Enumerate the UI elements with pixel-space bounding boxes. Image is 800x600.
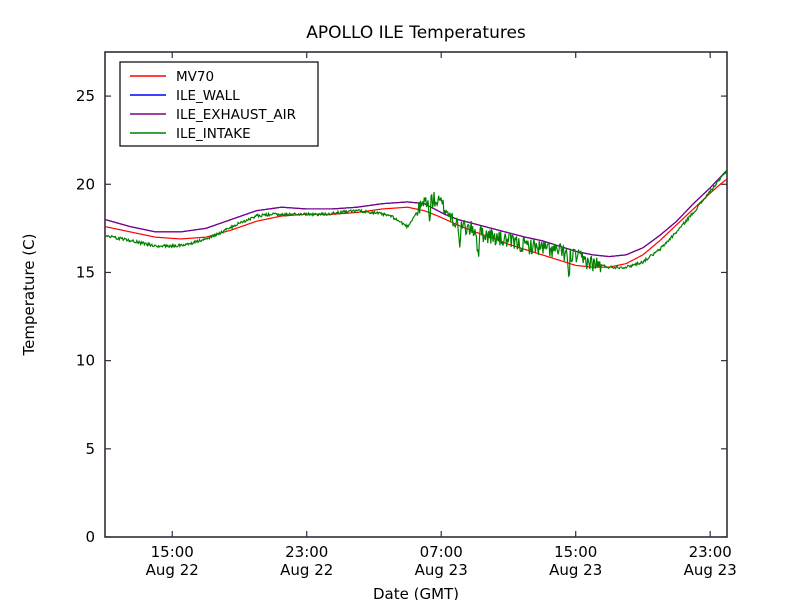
- y-tick-label: 15: [76, 263, 95, 281]
- plot-frame: [104, 51, 728, 538]
- x-tick-label-time: 15:00: [151, 543, 194, 561]
- legend-label-ile_exhaust_air: ILE_EXHAUST_AIR: [176, 107, 296, 123]
- x-tick-label-time: 23:00: [285, 543, 328, 561]
- y-tick-label: 10: [76, 352, 95, 370]
- legend-label-mv70: MV70: [176, 69, 214, 85]
- y-axis-title: Temperature (C): [20, 234, 38, 357]
- series-line-mv70: [104, 178, 728, 268]
- chart-title: APOLLO ILE Temperatures: [306, 23, 526, 43]
- x-axis-title: Date (GMT): [373, 585, 459, 600]
- x-tick-label-time: 15:00: [554, 543, 597, 561]
- y-tick-label: 0: [85, 528, 95, 546]
- legend-label-ile_wall: ILE_WALL: [176, 88, 240, 104]
- x-tick-label-date: Aug 22: [146, 561, 199, 579]
- legend-label-ile_intake: ILE_INTAKE: [176, 126, 251, 142]
- x-tick-label-date: Aug 22: [280, 561, 333, 579]
- x-tick-label-date: Aug 23: [684, 561, 737, 579]
- x-tick-label-time: 07:00: [420, 543, 463, 561]
- x-tick-label-time: 23:00: [689, 543, 732, 561]
- x-tick-label-date: Aug 23: [415, 561, 468, 579]
- y-tick-label: 5: [85, 440, 95, 458]
- series-line-ile_exhaust_air: [104, 169, 728, 258]
- series-line-ile_intake: [104, 170, 728, 278]
- y-tick-label: 20: [76, 175, 95, 193]
- y-tick-label: 25: [76, 87, 95, 105]
- x-tick-label-date: Aug 23: [549, 561, 602, 579]
